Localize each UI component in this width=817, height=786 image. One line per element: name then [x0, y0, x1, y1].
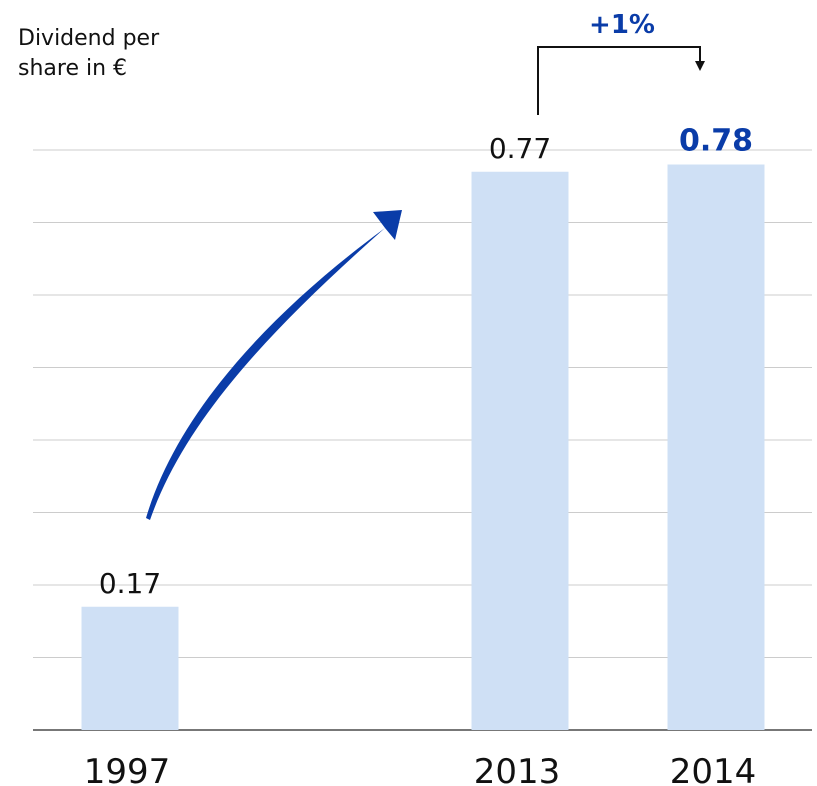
value-label: 0.17 [99, 567, 161, 600]
y-axis-label: Dividend per share in € [18, 26, 160, 81]
bracket-arrow [537, 46, 705, 115]
bar [81, 606, 179, 730]
bar [667, 164, 765, 730]
bar [471, 171, 569, 730]
x-tick-label: 1997 [84, 752, 171, 786]
x-tick-label: 2014 [670, 752, 757, 786]
growth-arrow [146, 210, 402, 520]
value-label: 0.78 [679, 124, 753, 159]
x-tick-label: 2013 [474, 752, 561, 786]
value-label: 0.77 [489, 132, 551, 165]
annotation: +1% [589, 10, 655, 40]
